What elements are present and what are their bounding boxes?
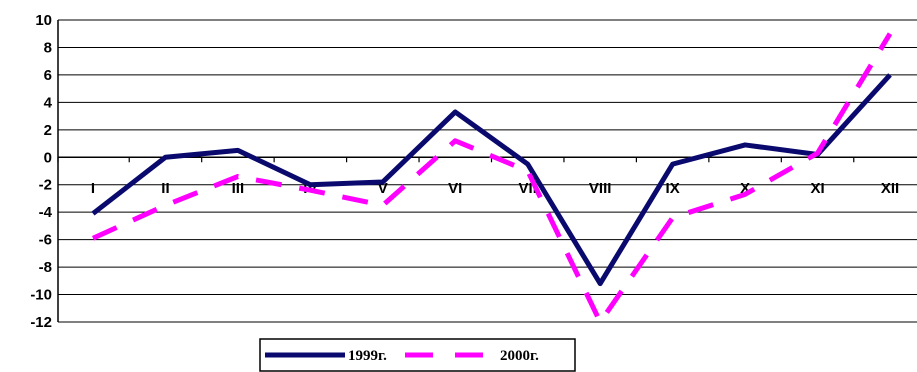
x-tick-label: II: [161, 180, 169, 197]
y-tick-label: -2: [39, 177, 52, 194]
y-tick-label: -8: [39, 259, 52, 276]
legend-label: 2000г.: [500, 348, 539, 364]
y-tick-label: -10: [30, 287, 52, 304]
y-axis: 10 8 6 4 2 0 -2 -4 -6 -8 -10 -12: [30, 12, 59, 331]
series-line-0: [91, 73, 892, 287]
x-tick-label: X: [740, 180, 750, 197]
legend-label: 1999г.: [348, 348, 387, 364]
series-lines: [91, 32, 893, 325]
y-tick-label: 2: [44, 122, 52, 139]
y-tick-label: 4: [44, 94, 53, 111]
x-axis: I II III IV V VI VII VIII IX X XI XII: [57, 156, 917, 197]
y-tick-label: -12: [30, 314, 52, 331]
legend: 1999г. 2000г.: [259, 338, 576, 372]
y-tick-label: 6: [44, 67, 52, 84]
x-tick-label: I: [91, 180, 95, 197]
x-tick-label: VIII: [589, 180, 612, 197]
x-tick-label: III: [232, 180, 245, 197]
y-tick-label: -6: [39, 232, 52, 249]
x-tick-label: IX: [666, 180, 680, 197]
y-tick-label: 8: [44, 39, 52, 56]
y-tick-label: 0: [44, 149, 52, 166]
y-tick-label: -4: [39, 204, 53, 221]
x-tick-label: XI: [810, 180, 824, 197]
x-tick-label: XII: [881, 180, 899, 197]
x-tick-label: VI: [448, 180, 462, 197]
series-line-1: [91, 32, 893, 325]
x-tick-label: V: [378, 180, 388, 197]
y-tick-label: 10: [35, 12, 52, 29]
